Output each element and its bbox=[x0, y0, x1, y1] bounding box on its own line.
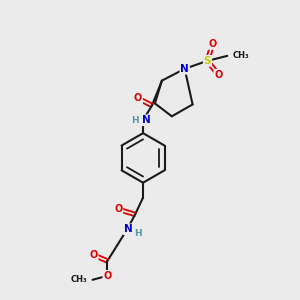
Text: N: N bbox=[180, 64, 189, 74]
Text: O: O bbox=[89, 250, 98, 260]
Text: CH₃: CH₃ bbox=[232, 51, 249, 60]
Text: O: O bbox=[114, 204, 122, 214]
Text: H: H bbox=[134, 229, 142, 238]
Text: CH₃: CH₃ bbox=[71, 275, 88, 284]
Text: O: O bbox=[134, 94, 142, 103]
Text: O: O bbox=[208, 39, 217, 49]
Text: O: O bbox=[103, 271, 112, 281]
Text: N: N bbox=[124, 224, 133, 234]
Text: N: N bbox=[142, 115, 150, 125]
Text: O: O bbox=[214, 70, 223, 80]
Text: S: S bbox=[204, 56, 211, 66]
Text: H: H bbox=[131, 116, 139, 125]
